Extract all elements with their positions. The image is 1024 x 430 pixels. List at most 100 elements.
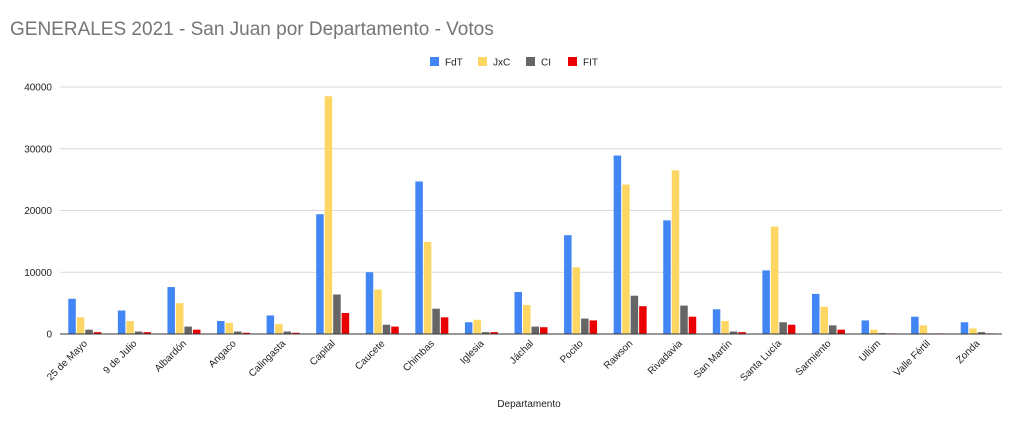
bar-fdt-4 [266,315,275,334]
legend-label-ci: CI [541,58,551,69]
bar-jxc-18 [969,328,977,334]
x-tick-label: Pocito [558,338,586,366]
bar-fit-9 [540,327,548,334]
bar-fdt-15 [811,293,820,334]
bar-ci-13 [729,331,738,334]
y-tick-label: 40000 [24,83,52,94]
legend: FdT JxC CI FIT [430,57,598,69]
legend-label-fdt: FdT [445,58,463,69]
bar-fdt-5 [316,214,324,334]
legend-swatch-fit [568,57,577,66]
bar-fit-11 [639,306,647,334]
bar-jxc-14 [770,226,779,334]
bar-fit-10 [589,320,598,334]
chart-bars [68,96,994,334]
bar-jxc-12 [671,170,680,334]
bar-jxc-17 [919,325,928,334]
bar-fdt-11 [613,155,622,334]
bar-ci-5 [333,294,341,334]
bar-fdt-16 [861,320,870,334]
legend-label-fit: FIT [583,58,598,69]
y-tick-label: 30000 [24,144,52,155]
bar-jxc-10 [572,267,581,334]
bar-jxc-7 [423,241,432,334]
gridlines [60,86,1002,273]
y-axis-tick-labels: 0 10000 20000 30000 40000 [24,83,52,341]
x-tick-label: Rawson [602,338,635,371]
legend-label-jxc: JxC [493,58,510,69]
bar-ci-1 [134,331,143,334]
x-tick-label: Calingasta [247,338,288,379]
x-tick-label: Jáchal [508,338,536,366]
bar-jxc-3 [225,322,234,334]
bar-ci-7 [432,308,440,334]
bar-fdt-9 [514,292,522,334]
bar-fit-0 [93,332,102,334]
bar-ci-11 [630,295,639,334]
bar-jxc-16 [870,329,878,334]
x-tick-label: Zonda [955,338,983,366]
bar-ci-3 [234,331,242,334]
y-tick-label: 20000 [24,206,52,217]
bar-fdt-13 [712,309,721,334]
y-tick-label: 10000 [24,268,52,279]
bar-ci-8 [481,332,490,334]
bar-fit-7 [440,317,449,334]
bar-fdt-17 [911,316,919,334]
bar-ci-9 [531,326,539,334]
x-tick-label: Rivadavia [646,338,685,377]
bar-fdt-10 [564,235,572,334]
bar-ci-6 [382,324,391,334]
bar-fit-4 [292,332,300,334]
bar-jxc-9 [523,304,531,334]
x-tick-label: 9 de Julio [101,338,139,376]
legend-swatch-fdt [430,57,439,66]
bar-jxc-2 [175,303,184,334]
x-tick-label: Capital [308,338,338,368]
bar-fdt-3 [217,321,225,334]
bar-fit-13 [738,332,746,334]
bar-jxc-4 [275,324,283,334]
bar-jxc-6 [374,289,382,334]
bar-fdt-6 [365,272,374,334]
x-axis-title: Departamento [497,399,561,410]
bar-fdt-18 [960,322,969,334]
y-tick-label: 0 [46,330,52,341]
x-tick-label: San Martín [692,338,734,380]
bar-fdt-0 [68,298,76,334]
bar-ci-10 [581,318,589,334]
bar-ci-4 [283,331,292,334]
x-tick-label: Caucete [353,338,387,372]
bar-jxc-13 [721,321,729,334]
bar-ci-14 [779,322,787,334]
legend-swatch-jxc [478,57,487,66]
bar-fit-3 [242,332,251,334]
bar-fdt-14 [762,270,770,334]
bar-fit-2 [192,329,201,334]
bar-jxc-15 [820,306,828,334]
bar-fit-8 [490,332,498,334]
bar-fit-5 [341,313,350,334]
bar-jxc-8 [473,319,481,334]
bar-ci-12 [680,305,688,334]
bar-ci-0 [85,329,93,334]
bar-jxc-5 [324,96,333,334]
bar-jxc-11 [622,184,630,334]
bar-fit-14 [787,324,796,334]
chart-title: GENERALES 2021 - San Juan por Departamen… [10,19,494,40]
bar-fdt-1 [117,310,126,334]
x-tick-label: Sarmiento [794,338,834,378]
x-tick-label: Albardón [153,338,189,374]
bar-fit-12 [688,316,697,334]
bar-ci-15 [828,325,837,334]
x-tick-label: Chimbas [401,338,437,374]
x-axis-tick-labels: 25 de Mayo 9 de Julio Albardón Angaco Caling… [45,338,982,384]
bar-ci-18 [977,332,986,334]
x-tick-label: Angaco [207,338,239,370]
x-tick-label: 25 de Mayo [45,338,90,383]
x-tick-label: Valle Fértil [892,338,933,379]
x-tick-label: Santa Lucía [738,338,784,384]
bar-jxc-0 [76,317,85,334]
bar-ci-2 [184,326,192,334]
